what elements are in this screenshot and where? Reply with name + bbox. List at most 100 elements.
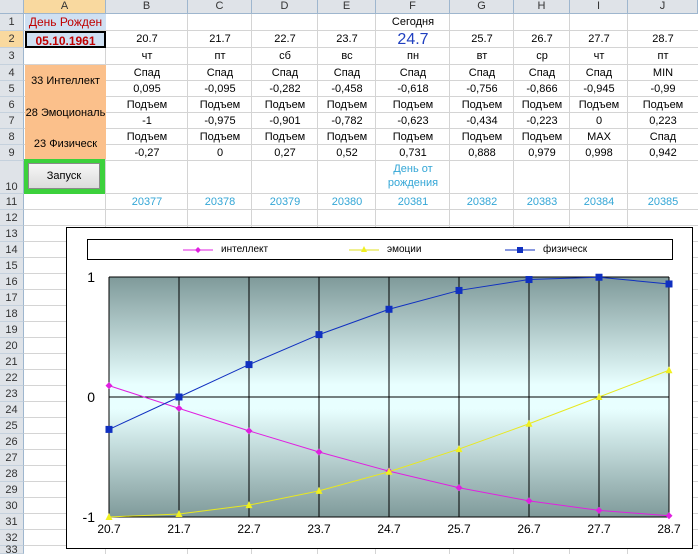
cell-d4[interactable]: Спад xyxy=(271,67,299,79)
row-header-10[interactable]: 10 xyxy=(0,161,24,194)
column-header-f[interactable]: F xyxy=(376,0,450,14)
row-header-7[interactable]: 7 xyxy=(0,113,24,129)
row-header-27[interactable]: 27 xyxy=(0,450,24,466)
row-header-18[interactable]: 18 xyxy=(0,306,24,322)
select-all-corner[interactable] xyxy=(0,0,24,14)
column-header-j[interactable]: J xyxy=(628,0,698,14)
cell-f7[interactable]: -0,623 xyxy=(397,115,429,127)
data-point-1-0[interactable] xyxy=(105,513,113,520)
cell-h8[interactable]: Подъем xyxy=(521,131,563,143)
run-button[interactable]: Запуск xyxy=(28,163,100,189)
cell-b4[interactable]: Спад xyxy=(133,67,161,79)
data-point-1-5[interactable] xyxy=(455,445,463,453)
data-point-0-6[interactable] xyxy=(525,497,533,505)
cell-g5[interactable]: -0,756 xyxy=(466,83,498,95)
row-header-20[interactable]: 20 xyxy=(0,338,24,354)
cell-h4[interactable]: Спад xyxy=(528,67,556,79)
cell-d8[interactable]: Подъем xyxy=(264,131,306,143)
cell-c5[interactable]: -0,095 xyxy=(204,83,236,95)
cell-i11[interactable]: 20384 xyxy=(583,196,615,208)
cell-i5[interactable]: -0,945 xyxy=(583,83,615,95)
row-header-19[interactable]: 19 xyxy=(0,322,24,338)
cell-c11[interactable]: 20378 xyxy=(204,196,236,208)
cell-j8[interactable]: Спад xyxy=(649,131,677,143)
column-header-g[interactable]: G xyxy=(450,0,514,14)
column-header-d[interactable]: D xyxy=(252,0,318,14)
row-header-11[interactable]: 11 xyxy=(0,194,24,210)
cell-b5[interactable]: 0,095 xyxy=(133,83,161,95)
row-header-5[interactable]: 5 xyxy=(0,81,24,97)
cell-c4[interactable]: Спад xyxy=(206,67,234,79)
column-header-b[interactable]: B xyxy=(106,0,188,14)
cell-d5[interactable]: -0,282 xyxy=(269,83,301,95)
row-header-24[interactable]: 24 xyxy=(0,402,24,418)
cell-i9[interactable]: 0,998 xyxy=(585,147,613,159)
cell-i4[interactable]: Спад xyxy=(585,67,613,79)
cell-i7[interactable]: 0 xyxy=(595,115,603,127)
cell-f3[interactable]: пн xyxy=(406,50,420,62)
data-point-2-8[interactable] xyxy=(665,280,673,288)
data-point-1-6[interactable] xyxy=(525,419,533,427)
data-point-0-3[interactable] xyxy=(315,448,323,456)
cell-j11[interactable]: 20385 xyxy=(647,196,679,208)
cell-i2[interactable]: 27.7 xyxy=(588,33,610,45)
data-point-2-0[interactable] xyxy=(105,425,113,433)
row-header-23[interactable]: 23 xyxy=(0,386,24,402)
cell-e7[interactable]: -0,782 xyxy=(331,115,363,127)
data-point-0-7[interactable] xyxy=(595,506,603,514)
data-point-2-5[interactable] xyxy=(455,286,463,294)
cell-j7[interactable]: 0,223 xyxy=(649,115,677,127)
row-header-30[interactable]: 30 xyxy=(0,498,24,514)
cell-f6[interactable]: Подъем xyxy=(392,99,434,111)
cell-e9[interactable]: 0,52 xyxy=(336,147,358,159)
cell-g4[interactable]: Спад xyxy=(468,67,496,79)
column-header-h[interactable]: H xyxy=(514,0,570,14)
column-header-i[interactable]: I xyxy=(570,0,628,14)
cell-e2[interactable]: 23.7 xyxy=(336,33,358,45)
cell-g11[interactable]: 20382 xyxy=(466,196,498,208)
cell-c3[interactable]: пт xyxy=(214,50,226,62)
cell-j3[interactable]: пт xyxy=(657,50,669,62)
row-header-3[interactable]: 3 xyxy=(0,48,24,65)
cell-b7[interactable]: -1 xyxy=(142,115,152,127)
column-header-a[interactable]: A xyxy=(24,0,106,14)
row-header-31[interactable]: 31 xyxy=(0,514,24,530)
birthday-date-cell[interactable]: 05.10.1961 xyxy=(25,31,106,48)
row-header-4[interactable]: 4 xyxy=(0,65,24,81)
cell-h2[interactable]: 26.7 xyxy=(531,33,553,45)
cell-d11[interactable]: 20379 xyxy=(269,196,301,208)
physical-period-cell[interactable]: 23 Физическ xyxy=(25,129,106,159)
cell-b3[interactable]: чт xyxy=(141,50,153,62)
cell-f9[interactable]: 0,731 xyxy=(399,147,427,159)
data-point-1-4[interactable] xyxy=(385,467,393,475)
data-point-0-0[interactable] xyxy=(105,382,113,390)
cell-j4[interactable]: MIN xyxy=(652,67,674,79)
data-point-2-2[interactable] xyxy=(245,361,253,369)
cell-c6[interactable]: Подъем xyxy=(199,99,241,111)
data-point-0-2[interactable] xyxy=(245,427,253,435)
cell-h11[interactable]: 20383 xyxy=(526,196,558,208)
cell-h6[interactable]: Подъем xyxy=(521,99,563,111)
cell-h5[interactable]: -0,866 xyxy=(526,83,558,95)
row-header-9[interactable]: 9 xyxy=(0,145,24,161)
cell-c2[interactable]: 21.7 xyxy=(209,33,231,45)
row-header-13[interactable]: 13 xyxy=(0,226,24,242)
cell-i3[interactable]: чт xyxy=(593,50,605,62)
cell-i6[interactable]: Подъем xyxy=(578,99,620,111)
cell-i8[interactable]: MAX xyxy=(587,131,611,143)
row-header-12[interactable]: 12 xyxy=(0,210,24,226)
cell-b2[interactable]: 20.7 xyxy=(136,33,158,45)
row-header-25[interactable]: 25 xyxy=(0,418,24,434)
data-point-2-6[interactable] xyxy=(525,276,533,284)
cell-d3[interactable]: сб xyxy=(279,50,291,62)
cell-e11[interactable]: 20380 xyxy=(331,196,363,208)
row-header-14[interactable]: 14 xyxy=(0,242,24,258)
birthday-label[interactable]: День Рожден xyxy=(25,14,106,30)
cell-b11[interactable]: 20377 xyxy=(131,196,163,208)
row-header-2[interactable]: 2 xyxy=(0,31,24,48)
row-header-26[interactable]: 26 xyxy=(0,434,24,450)
data-point-1-1[interactable] xyxy=(175,510,183,517)
cell-j9[interactable]: 0,942 xyxy=(649,147,677,159)
cell-f4[interactable]: Спад xyxy=(399,67,427,79)
data-point-0-1[interactable] xyxy=(175,404,183,412)
